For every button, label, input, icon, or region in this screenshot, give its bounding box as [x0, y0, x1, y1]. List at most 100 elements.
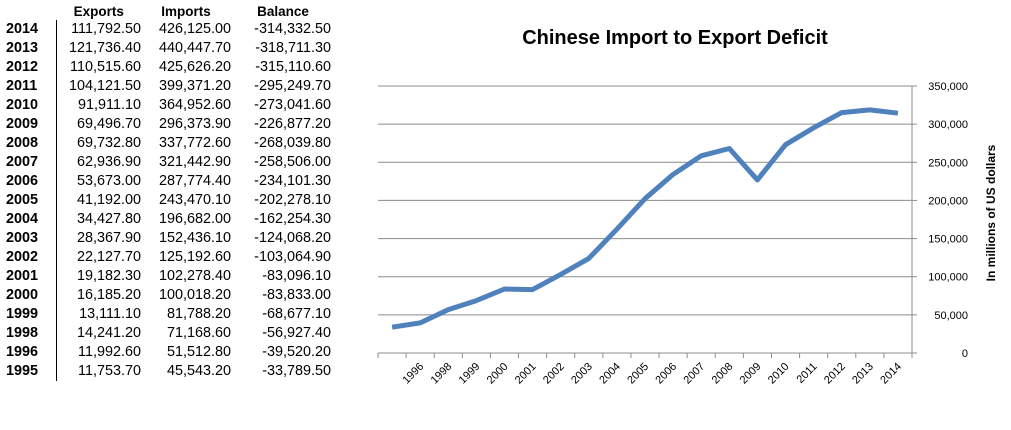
table-cell-balance: -295,249.70	[254, 78, 331, 94]
tick-labels: 0 50,000 100,000 150,000 200,000 250,000 300,0…	[400, 81, 968, 386]
table-cell-balance: -56,927.40	[262, 325, 331, 341]
x-tick-label: 2005	[625, 361, 651, 387]
table-cell-balance: -33,789.50	[262, 363, 331, 379]
table-cell-imports: 100,018.20	[158, 287, 231, 303]
table-cell-exports: 19,182.30	[76, 268, 141, 284]
y-tick-label: 200,000	[928, 195, 968, 207]
y-tick-label: 0	[962, 348, 968, 360]
chart-title: Chinese Import to Export Deficit	[522, 27, 828, 49]
table-row: 2012 110,515.60 425,626.20 -315,110.60	[4, 58, 335, 77]
table-cell-year: 2006	[4, 172, 57, 191]
y-tick-label: 50,000	[934, 310, 968, 322]
table-cell-balance: -103,064.90	[254, 249, 331, 265]
table-cell-exports: 53,673.00	[76, 173, 141, 189]
table-cell-exports: 91,911.10	[78, 97, 141, 113]
table-row: 2009 69,496.70 296,373.90 -226,877.20	[4, 115, 335, 134]
table-cell-imports: 71,168.60	[166, 325, 231, 341]
table-cell-year: 2012	[4, 58, 57, 77]
table-cell-imports: 81,788.20	[166, 306, 231, 322]
table-cell-imports: 287,774.40	[158, 173, 231, 189]
table-header-exports: Exports	[73, 4, 124, 19]
x-tick-label: 1998	[429, 361, 455, 387]
x-tick-label: 1999	[457, 361, 483, 387]
table-row: 2002 22,127.70 125,192.60 -103,064.90	[4, 248, 335, 267]
table-cell-exports: 28,367.90	[76, 230, 141, 246]
table-cell-imports: 45,543.20	[166, 363, 231, 379]
table-cell-imports: 364,952.60	[158, 97, 231, 113]
table-cell-exports: 34,427.80	[76, 211, 141, 227]
x-tick-label: 2011	[795, 361, 820, 386]
x-tick-label: 2004	[597, 361, 623, 387]
table-cell-balance: -39,520.20	[262, 344, 331, 360]
table-cell-year: 2005	[4, 191, 57, 210]
x-tick-label: 2003	[569, 361, 595, 387]
table-cell-imports: 426,125.00	[158, 21, 231, 37]
axes	[377, 85, 917, 358]
x-tick-label: 2000	[485, 361, 511, 387]
table-cell-year: 2014	[4, 20, 57, 39]
table-cell-exports: 121,736.40	[68, 40, 141, 56]
table-row: 2011 104,121.50 399,371.20 -295,249.70	[4, 77, 335, 96]
table-row: 2010 91,911.10 364,952.60 -273,041.60	[4, 96, 335, 115]
table-cell-balance: -234,101.30	[254, 173, 331, 189]
table-cell-year: 2010	[4, 96, 57, 115]
table-cell-year: 1996	[4, 343, 57, 362]
table-cell-exports: 111,792.50	[71, 21, 141, 37]
table-cell-year: 2001	[4, 267, 57, 286]
series-layer	[391, 107, 899, 330]
table-row: 1995 11,753.70 45,543.20 -33,789.50	[4, 362, 335, 381]
table-cell-exports: 104,121.50	[68, 78, 141, 94]
table-cell-year: 1995	[4, 362, 57, 381]
table-row: 1996 11,992.60 51,512.80 -39,520.20	[4, 343, 335, 362]
table-cell-balance: -273,041.60	[254, 97, 331, 113]
table-cell-year: 1999	[4, 305, 57, 324]
x-tick-label: 2006	[653, 361, 679, 387]
table-row: 2004 34,427.80 196,682.00 -162,254.30	[4, 210, 335, 229]
y-tick-label: 300,000	[928, 119, 968, 131]
table-cell-year: 2011	[4, 77, 57, 96]
table-cell-imports: 337,772.60	[158, 135, 231, 151]
table-cell-exports: 69,496.70	[76, 116, 141, 132]
table-cell-balance: -162,254.30	[254, 211, 331, 227]
y-tick-label: 350,000	[928, 81, 968, 93]
table-cell-year: 2004	[4, 210, 57, 229]
table-cell-imports: 152,436.10	[158, 230, 231, 246]
table-cell-imports: 243,470.10	[158, 192, 231, 208]
table-cell-imports: 399,371.20	[158, 78, 231, 94]
table-cell-exports: 13,111.10	[79, 306, 141, 322]
table-cell-exports: 41,192.00	[76, 192, 141, 208]
table-body: 2014 111,792.50 426,125.00 -314,332.50 2013 1…	[4, 20, 335, 381]
table-cell-balance: -318,711.30	[255, 40, 331, 56]
table-cell-balance: -83,833.00	[262, 287, 331, 303]
table-cell-exports: 62,936.90	[76, 154, 141, 170]
table-header-row: Exports Imports Balance	[4, 4, 335, 20]
x-tick-label: 2008	[710, 361, 736, 387]
y-tick-label: 250,000	[928, 157, 968, 169]
x-tick-label: 2001	[513, 361, 539, 387]
x-tick-label: 2002	[541, 361, 567, 387]
x-tick-label: 2012	[822, 361, 848, 387]
table-cell-balance: -68,677.10	[262, 306, 331, 322]
table-cell-exports: 110,515.60	[70, 59, 141, 75]
table-cell-balance: -124,068.20	[254, 230, 331, 246]
y-tick-label: 150,000	[928, 234, 968, 246]
table-cell-exports: 14,241.20	[76, 325, 141, 341]
table-row: 2006 53,673.00 287,774.40 -234,101.30	[4, 172, 335, 191]
table-cell-balance: -314,332.50	[254, 21, 331, 37]
y-tick-label: 100,000	[928, 272, 968, 284]
table-cell-year: 2002	[4, 248, 57, 267]
table-header-balance: Balance	[257, 4, 309, 19]
table-row: 2001 19,182.30 102,278.40 -83,096.10	[4, 267, 335, 286]
table-cell-year: 2000	[4, 286, 57, 305]
table-row: 2014 111,792.50 426,125.00 -314,332.50	[4, 20, 335, 39]
table-cell-year: 2007	[4, 153, 57, 172]
x-tick-label: 2014	[878, 361, 904, 387]
table-cell-year: 2008	[4, 134, 57, 153]
table-row: 1998 14,241.20 71,168.60 -56,927.40	[4, 324, 335, 343]
table-cell-balance: -258,506.00	[254, 154, 331, 170]
table-row: 2000 16,185.20 100,018.20 -83,833.00	[4, 286, 335, 305]
table-cell-exports: 22,127.70	[76, 249, 141, 265]
x-tick-label: 1996	[400, 361, 426, 387]
x-tick-label: 2013	[850, 361, 876, 387]
